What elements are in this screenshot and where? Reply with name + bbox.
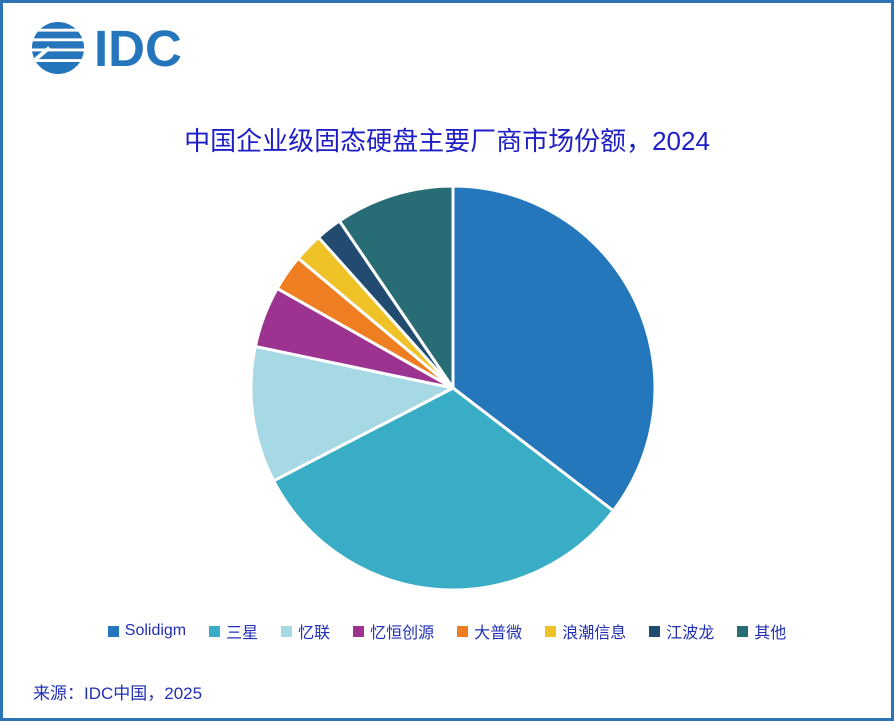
legend-swatch-icon: [545, 625, 557, 637]
legend-label: 忆恒创源: [370, 625, 435, 642]
chart-title: 中国企业级固态硬盘主要厂商市场份额，2024: [184, 126, 710, 156]
legend-item-忆联: 忆联: [281, 619, 330, 643]
source-note: 来源：IDC中国，2025: [33, 684, 203, 703]
pie-slice-忆联: [249, 344, 455, 483]
legend-item-浪潮信息: 浪潮信息: [545, 619, 626, 643]
legend-swatch-icon: [209, 625, 221, 637]
legend-item-三星: 三星: [209, 619, 258, 643]
legend-label: 浪潮信息: [562, 625, 627, 642]
legend-item-大普微: 大普微: [457, 619, 522, 643]
legend-label: Solidigm: [124, 622, 187, 639]
idc-logo: IDC: [31, 21, 182, 75]
legend-swatch-icon: [281, 625, 293, 637]
legend-label: 三星: [226, 625, 259, 642]
legend-item-忆恒创源: 忆恒创源: [353, 619, 434, 643]
legend-label: 江波龙: [666, 625, 715, 642]
idc-globe-icon: [31, 21, 85, 75]
legend-label: 大普微: [474, 625, 523, 642]
idc-logo-text: IDC: [94, 19, 182, 77]
chart-legend: Solidigm 三星 忆联 忆恒创源 大普微 浪潮信息 江波龙 其他: [3, 619, 891, 643]
legend-swatch-icon: [737, 625, 749, 637]
pie-slice-Solidigm: [451, 184, 657, 513]
legend-label: 忆联: [298, 625, 331, 642]
legend-item-江波龙: 江波龙: [649, 619, 714, 643]
legend-label: 其他: [754, 625, 787, 642]
legend-swatch-icon: [107, 625, 119, 637]
pie-chart: [249, 184, 657, 592]
legend-swatch-icon: [649, 625, 661, 637]
legend-item-其他: 其他: [737, 619, 786, 643]
legend-swatch-icon: [353, 625, 365, 637]
pie-slice-其他: [337, 184, 455, 390]
legend-swatch-icon: [457, 625, 469, 637]
legend-item-Solidigm: Solidigm: [107, 622, 187, 640]
